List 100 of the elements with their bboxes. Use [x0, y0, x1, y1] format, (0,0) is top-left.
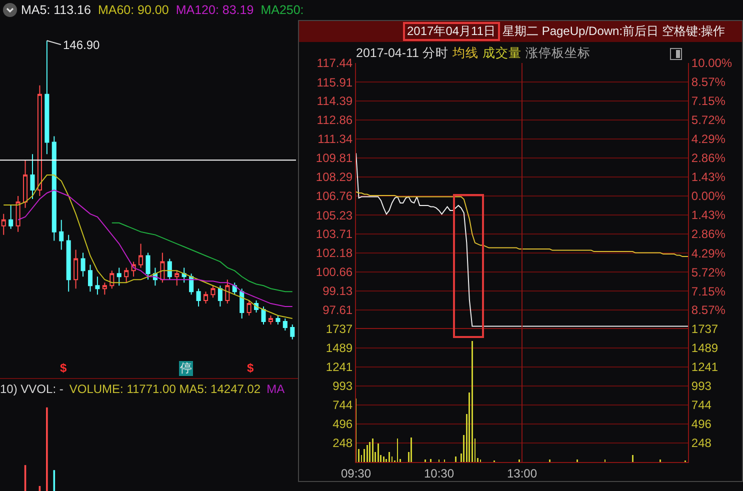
- text: MA60: 90.00: [98, 3, 169, 17]
- candlestick: [203, 291, 208, 304]
- candlestick: [210, 285, 216, 298]
- y2-tick-label: 7.15%: [691, 94, 726, 108]
- y2-tick-label: 1737: [691, 322, 718, 336]
- y2-tick-label: 5.72%: [691, 265, 726, 280]
- y-tick-label: 108.29: [316, 170, 353, 184]
- candlestick: [196, 288, 201, 308]
- text: MA250:: [260, 3, 304, 17]
- text: VOLUME: 11771.00 MA5: 14247.02: [69, 382, 261, 396]
- x-tick-label: 13:00: [506, 466, 538, 480]
- y2-tick-label: 1.43%: [691, 208, 726, 222]
- annotation: 146.90: [63, 38, 100, 52]
- candlestick: [189, 273, 194, 296]
- rectangle-outline: 2017年04月11日: [403, 22, 500, 41]
- y-tick-label: 744: [332, 398, 353, 412]
- y-tick-label: 114.39: [316, 94, 353, 108]
- text: 成交量: [482, 46, 522, 60]
- y-tick-label: 1489: [326, 341, 353, 356]
- y-tick-label: 1241: [326, 360, 353, 374]
- y-tick-label: 993: [332, 379, 353, 394]
- y2-tick-label: 1.43%: [691, 170, 726, 184]
- y-tick-label: 112.86: [316, 113, 353, 128]
- y2-tick-label: 2.86%: [691, 227, 726, 242]
- y-tick-label: 105.23: [316, 208, 353, 222]
- y2-tick-label: 10.00%: [691, 56, 732, 70]
- candlestick: [218, 285, 222, 308]
- candlestick: [290, 324, 295, 340]
- y2-tick-label: 5.72%: [691, 113, 726, 128]
- y-tick-label: 99.13: [322, 284, 353, 298]
- candlestick: [246, 300, 252, 316]
- candlestick: [80, 252, 86, 278]
- text: MA120: 83.19: [176, 3, 254, 17]
- candlestick: [16, 195, 20, 232]
- y-tick-label: 248: [332, 436, 353, 450]
- text: $: [247, 361, 254, 376]
- y-tick-label: 102.18: [316, 246, 353, 260]
- y-tick-label: 97.61: [322, 303, 353, 318]
- candlestick: [240, 288, 244, 319]
- y2-tick-label: 8.57%: [691, 75, 726, 90]
- y2-tick-label: 2.86%: [691, 151, 726, 166]
- y2-tick-label: 1241: [691, 360, 718, 374]
- y2-tick-label: 496: [691, 417, 712, 432]
- candlestick: [74, 249, 78, 290]
- candlestick: [1, 213, 6, 236]
- candlestick: [37, 84, 42, 196]
- text: 涨停板坐标: [526, 46, 590, 60]
- line-series: [356, 191, 688, 258]
- x-tick-label: 09:30: [340, 466, 372, 480]
- candlestick: [95, 276, 100, 296]
- text: $: [60, 361, 67, 376]
- chart-subtitle: 2017-04-11 分时: [356, 46, 448, 60]
- candlestick: [44, 40, 50, 155]
- candlestick: [30, 154, 35, 200]
- candlestick: [124, 267, 129, 284]
- candlestick: [276, 315, 280, 325]
- candlestick: [261, 306, 266, 325]
- candlestick: [174, 270, 180, 286]
- candlestick: [138, 243, 144, 268]
- y2-tick-label: 8.57%: [691, 303, 726, 318]
- y2-tick-label: 4.29%: [691, 246, 726, 260]
- candlestick: [146, 252, 150, 280]
- y-tick-label: 100.66: [316, 265, 353, 280]
- candlestick: [66, 234, 71, 292]
- candlestick: [225, 279, 230, 304]
- candlestick: [268, 315, 273, 325]
- y-tick-label: 117.44: [316, 56, 353, 70]
- candlestick: [88, 264, 93, 292]
- chart-title: 星期二 PageUp/Down:前后日 空格键:操作: [502, 24, 726, 38]
- candlestick: [116, 267, 122, 286]
- candlestick: [23, 160, 28, 208]
- candlestick: [59, 219, 64, 250]
- candlestick: [52, 136, 56, 242]
- candlestick: [102, 282, 107, 296]
- y-tick-label: 109.81: [316, 151, 353, 166]
- y-tick-label: 106.76: [316, 189, 353, 204]
- y2-tick-label: 4.29%: [691, 132, 726, 146]
- text: 均线: [452, 46, 478, 60]
- chart-title: MA5: 113.16: [21, 3, 91, 17]
- candlestick: [282, 318, 288, 331]
- y2-tick-label: 744: [691, 398, 712, 412]
- y-tick-label: 103.71: [316, 227, 353, 242]
- y2-tick-label: 0.00%: [691, 189, 726, 204]
- y2-tick-label: 993: [691, 379, 712, 394]
- line-series: [356, 152, 688, 327]
- y2-tick-label: 248: [691, 436, 712, 450]
- candlestick: [167, 258, 172, 280]
- y2-tick-label: 7.15%: [691, 284, 726, 298]
- candlestick: [110, 270, 114, 290]
- y-tick-label: 111.34: [318, 132, 353, 146]
- y-tick-label: 115.91: [316, 75, 353, 90]
- x-tick-label: 10:30: [424, 466, 454, 480]
- y2-tick-label: 1489: [691, 341, 718, 356]
- text: MA: [266, 382, 285, 396]
- text: 停: [179, 361, 193, 376]
- y-tick-label: 496: [332, 417, 353, 432]
- y-tick-label: 1737: [326, 322, 353, 336]
- candlestick: [182, 267, 186, 284]
- candlestick: [160, 252, 165, 284]
- text: 10) VVOL: -: [0, 382, 64, 396]
